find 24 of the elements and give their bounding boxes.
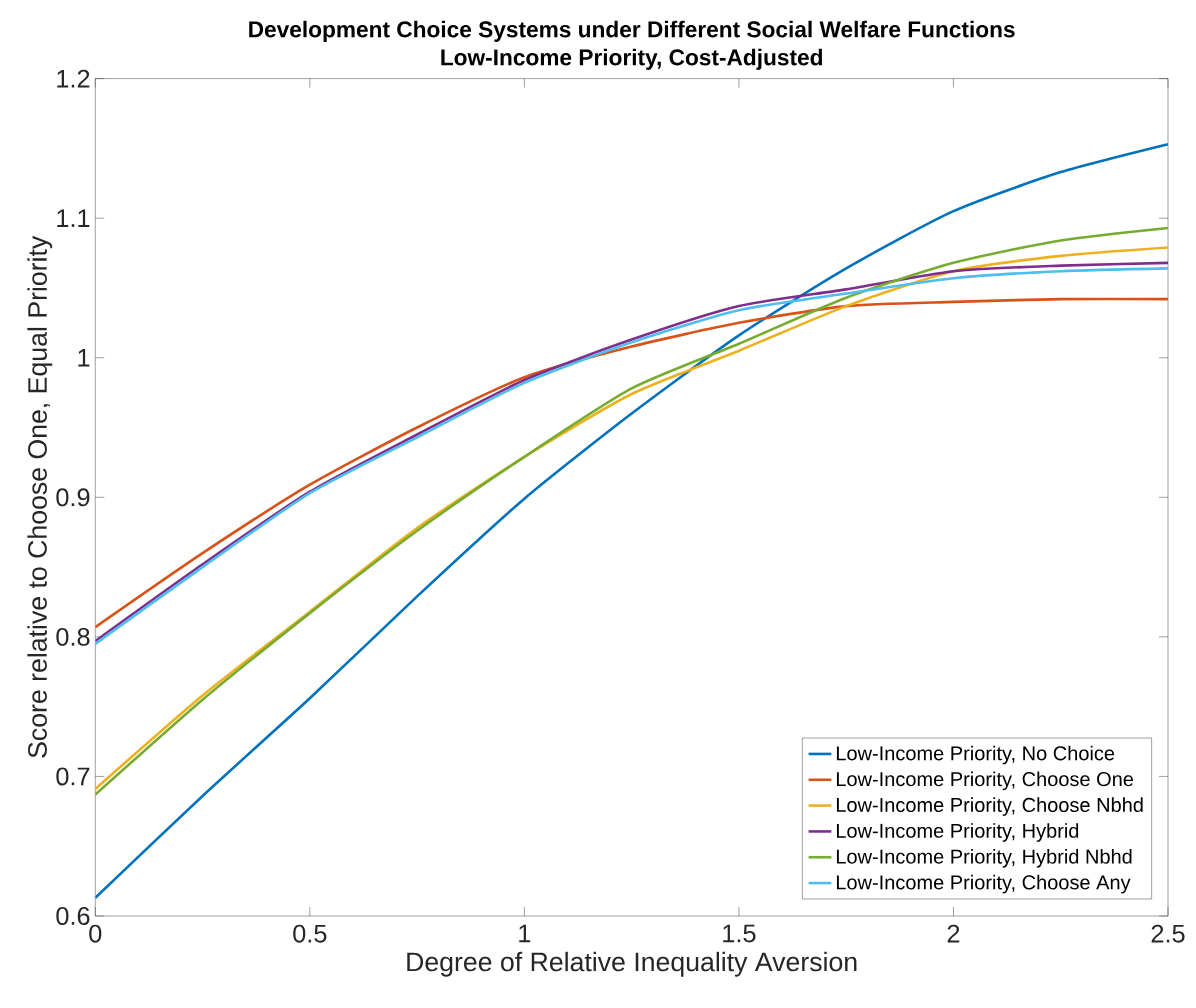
y-tick-label: 0.7 — [56, 767, 90, 786]
chart-subtitle: Low-Income Priority, Cost-Adjusted — [441, 48, 822, 70]
x-tick-label: 0 — [89, 924, 102, 943]
legend-label: Low-Income Priority, Choose Nbhd — [836, 797, 1143, 816]
y-tick-label: 1.1 — [57, 209, 90, 227]
legend-label: Low-Income Priority, Choose One — [836, 771, 1134, 791]
y-tick-label: 0.6 — [56, 907, 90, 925]
x-tick-label: 2.5 — [1151, 924, 1185, 943]
x-axis-title: Degree of Relative Inequality Aversion — [407, 951, 857, 977]
x-tick-label: 1 — [519, 924, 531, 943]
legend-label: Low-Income Priority, Choose Any — [836, 874, 1131, 894]
chart-title: Development Choice Systems under Different Social Welfare Functions — [249, 20, 1015, 42]
x-tick-label: 0.5 — [293, 924, 327, 943]
x-tick-label: 1.5 — [723, 924, 756, 943]
y-tick-label: 0.9 — [56, 488, 90, 507]
legend-label: Low-Income Priority, No Choice — [836, 745, 1115, 765]
y-tick-label: 0.8 — [56, 627, 90, 646]
line-series — [95, 142, 1169, 900]
y-tick-label: 1 — [78, 349, 90, 367]
y-tick-label: 1.2 — [57, 69, 90, 88]
x-tick-label: 2 — [947, 924, 960, 943]
y-axis-title: Score relative to Choose One, Equal Priority — [27, 235, 53, 758]
legend-label: Low-Income Priority, Hybrid Nbhd — [836, 849, 1132, 868]
legend-label: Low-Income Priority, Hybrid — [836, 823, 1079, 842]
